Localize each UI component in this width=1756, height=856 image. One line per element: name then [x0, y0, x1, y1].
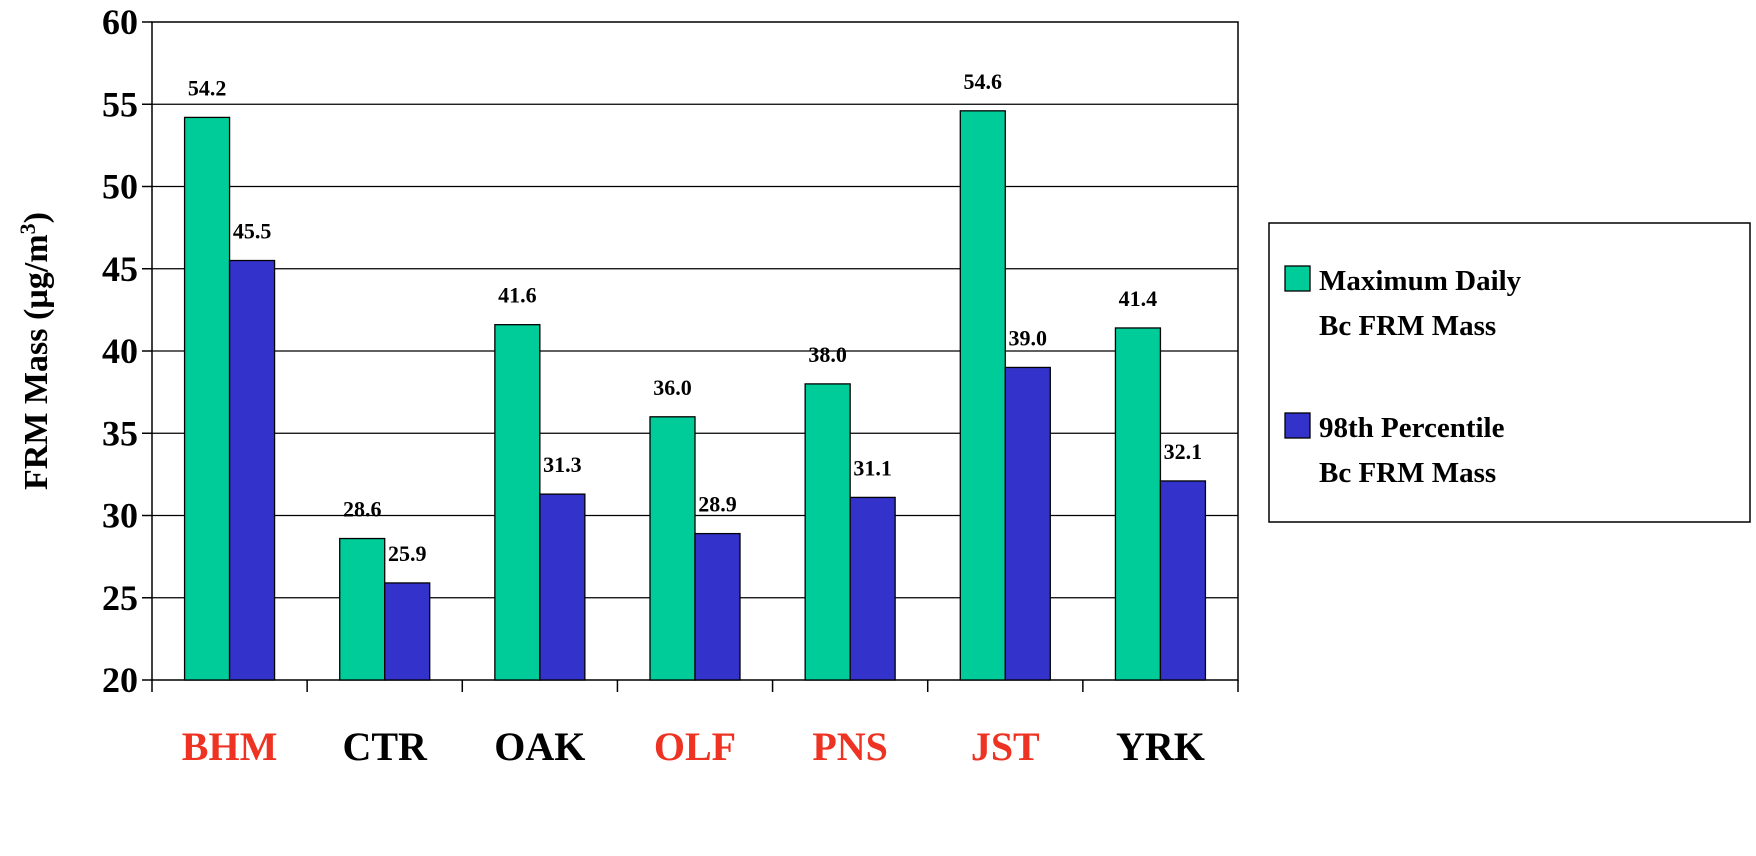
legend-label-1: Maximum Daily — [1319, 265, 1522, 297]
bar-yrk-series-2 — [1159, 480, 1207, 681]
data-label: 41.6 — [498, 283, 537, 308]
data-label: 31.3 — [543, 452, 582, 477]
category-label-ctr: CTR — [342, 724, 428, 769]
data-label: 28.9 — [698, 492, 737, 517]
y-axis-label: FRM Mass (µg/m3) — [15, 212, 55, 490]
y-tick-label: 60 — [102, 2, 138, 42]
y-tick-label: 50 — [102, 167, 138, 207]
bar-olf-series-2 — [694, 532, 741, 681]
bar-yrk-series-1 — [1114, 327, 1162, 681]
data-label: 54.2 — [188, 75, 227, 100]
data-label: 54.6 — [964, 69, 1003, 94]
data-label: 31.1 — [853, 455, 892, 480]
legend-box — [1268, 222, 1751, 523]
legend: Maximum Daily Bc FRM Mass 98th Percentile B… — [1268, 222, 1751, 523]
legend-swatch-2 — [1284, 412, 1311, 439]
bar-bhm-series-2 — [228, 259, 276, 681]
category-label-oak: OAK — [494, 724, 585, 769]
legend-label-2: 98th Percentile — [1319, 412, 1505, 444]
data-label: 36.0 — [653, 375, 692, 400]
data-label: 38.0 — [808, 342, 847, 367]
bar-oak-series-1 — [494, 324, 541, 681]
data-label: 41.4 — [1119, 286, 1158, 311]
y-axis-label-main: FRM Mass (µg/m — [18, 234, 55, 490]
y-tick-label: 25 — [102, 578, 138, 618]
category-label-jst: JST — [971, 724, 1040, 769]
bar-jst-series-1 — [959, 110, 1006, 681]
category-label-bhm: BHM — [182, 724, 278, 769]
bar-jst-series-2 — [1004, 366, 1051, 681]
y-tick-label: 45 — [102, 249, 138, 289]
category-label-olf: OLF — [654, 724, 736, 769]
y-tick-label: 55 — [102, 84, 138, 124]
legend-swatch-1 — [1284, 265, 1311, 292]
y-axis-label-superscript: 3 — [15, 223, 40, 234]
category-label-pns: PNS — [812, 724, 888, 769]
data-label: 28.6 — [343, 497, 382, 522]
bar-olf-series-1 — [649, 416, 696, 681]
bar-ctr-series-1 — [339, 537, 386, 681]
bar-pns-series-1 — [804, 383, 851, 681]
legend-label-1: Bc FRM Mass — [1319, 310, 1496, 342]
bar-oak-series-2 — [539, 493, 586, 681]
data-labels: 54.2 28.6 41.6 36.0 38.0 54.6 41.4 45.5 25.9 31.3… — [188, 69, 1202, 566]
y-tick-label: 30 — [102, 496, 138, 536]
data-label: 39.0 — [1009, 325, 1048, 350]
y-tick-label: 20 — [102, 660, 138, 700]
category-label-yrk: YRK — [1116, 724, 1205, 769]
data-label: 25.9 — [388, 541, 427, 566]
y-axis-label-end: ) — [18, 212, 55, 223]
x-axis: BHM CTR OAK OLF PNS JST YRK — [151, 680, 1239, 769]
y-axis: 20 25 30 35 40 45 50 55 60 — [102, 2, 152, 700]
data-label: 32.1 — [1164, 439, 1203, 464]
bars — [183, 110, 1207, 681]
bar-ctr-series-2 — [384, 582, 431, 681]
bar-pns-series-2 — [849, 496, 896, 681]
data-label: 45.5 — [233, 219, 272, 244]
legend-label-2: Bc FRM Mass — [1319, 457, 1496, 489]
y-tick-label: 35 — [102, 413, 138, 453]
y-tick-label: 40 — [102, 331, 138, 371]
bar-bhm-series-1 — [183, 116, 231, 681]
